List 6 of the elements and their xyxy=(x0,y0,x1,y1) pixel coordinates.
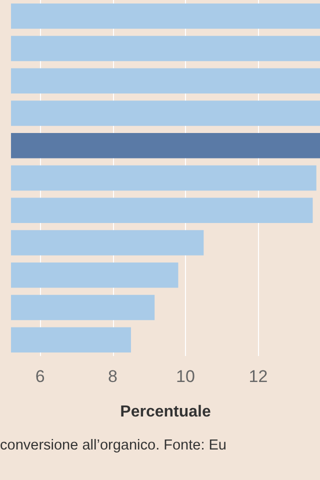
x-tick-label: 6 xyxy=(35,367,45,386)
text: conversione all’organico. Fonte: Eu xyxy=(0,438,226,454)
x-axis-title: Percentuale xyxy=(120,404,211,420)
x-tick-label: 12 xyxy=(248,367,268,386)
x-tick-label: 10 xyxy=(176,367,195,386)
x-tick-label: 8 xyxy=(108,367,118,386)
